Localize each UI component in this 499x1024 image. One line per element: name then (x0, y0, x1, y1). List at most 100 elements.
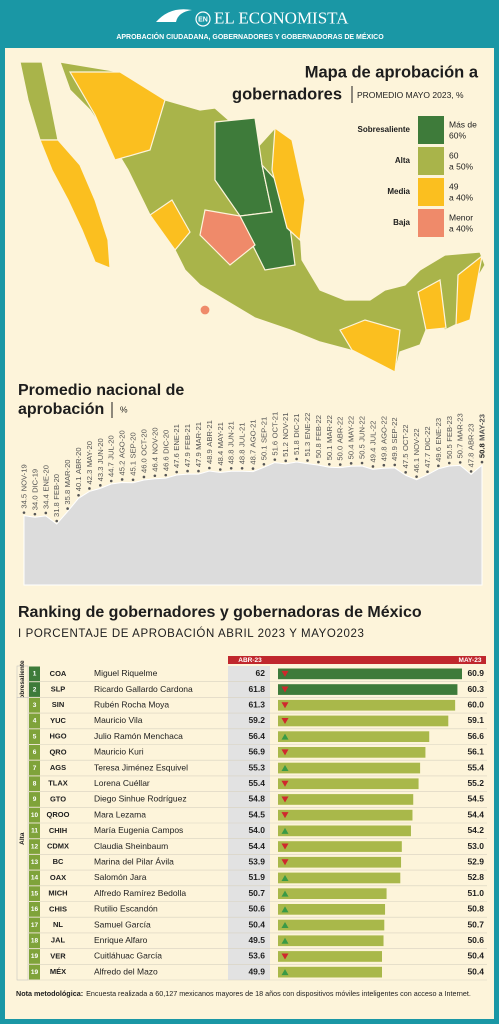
group-label: Sobresaliente (19, 660, 26, 703)
state: OAX (50, 873, 66, 882)
value-label: 47.6 (172, 453, 181, 468)
value-label: 46.6 (161, 456, 170, 471)
point-label: 47.8 ABR-23 (467, 424, 476, 468)
point-label: 49.9 SEP-22 (390, 417, 399, 460)
legend-swatch (418, 209, 444, 237)
value-label: 50.8 (314, 443, 323, 458)
map-region (199, 209, 256, 266)
state: CHIH (49, 826, 67, 835)
rank: 17 (31, 922, 39, 929)
rank-cell (29, 745, 40, 760)
legend-swatch (418, 147, 444, 175)
abr-value: 59.2 (248, 715, 265, 725)
change-arrow (281, 906, 289, 913)
x-label: MAR-22 (325, 415, 334, 443)
column-header: MAY-23 (459, 657, 482, 664)
point (186, 469, 189, 473)
point-label: 42.3 MAY-20 (85, 441, 94, 484)
value-label: 49.8 (379, 446, 388, 461)
point-label: 49.4 JUL-22 (368, 421, 377, 463)
x-label: OCT-20 (139, 429, 148, 456)
abr-value: 55.3 (248, 762, 265, 772)
rank: 19 (31, 969, 39, 976)
bar (278, 904, 386, 915)
rank-cell (29, 666, 40, 682)
point-label: 51.6 OCT-21 (270, 412, 279, 456)
value-label: 50.4 (347, 445, 356, 460)
point-label: 35.8 MAR-20 (63, 459, 72, 504)
value-label: 35.8 (63, 490, 72, 505)
abr-value: 56.9 (248, 747, 265, 757)
change-arrow (281, 859, 289, 866)
may-value: 56.6 (467, 731, 484, 741)
point-label: 31.8 FEB-20 (52, 474, 61, 517)
value-label: 51.6 (270, 441, 279, 456)
rank: 6 (33, 749, 37, 756)
may-value: 50.4 (467, 951, 484, 961)
x-label: AGO-22 (379, 416, 388, 444)
value-label: 50.8 (478, 443, 487, 458)
bar (278, 778, 419, 790)
rank: 9 (33, 796, 37, 803)
value-label: 31.8 (52, 502, 61, 517)
may-value: 60.0 (467, 700, 484, 710)
x-label: SEP-20 (129, 432, 138, 458)
state: VER (50, 951, 66, 960)
rank: 14 (31, 875, 39, 882)
governor: Miguel Riquelme (94, 668, 158, 678)
point-label: 47.9 MAR-21 (194, 422, 203, 467)
point-label: 50.8 FEB-22 (314, 415, 323, 458)
value-label: 46.0 (139, 458, 148, 473)
point-label: 49.6 ENE-23 (434, 418, 443, 462)
point-label: 49.8 AGO-22 (379, 416, 388, 461)
point (240, 467, 244, 470)
point (55, 519, 59, 523)
line-title: aprobación (18, 401, 104, 418)
x-label: MAY-23 (478, 414, 487, 441)
point (426, 470, 429, 474)
note: Nota metodológica: Encuesta realizada a 6… (16, 989, 471, 998)
governor: Ricardo Gallardo Cardona (94, 684, 193, 694)
x-label: NOV-19 (20, 464, 29, 491)
change-arrow (281, 843, 289, 850)
point (382, 463, 386, 467)
point-label: 51.2 NOV-21 (281, 413, 290, 457)
value-label: 47.5 (401, 454, 410, 469)
point (33, 512, 37, 516)
point (22, 511, 26, 514)
map-region (271, 126, 306, 242)
change-arrow (281, 953, 289, 960)
may-value: 51.0 (467, 888, 484, 898)
governor: Diego Sinhue Rodríguez (94, 794, 187, 804)
point (338, 463, 342, 466)
rank: 13 (31, 859, 39, 866)
change-arrow (281, 670, 289, 677)
value-label: 34.5 (20, 494, 29, 509)
rank: 5 (33, 733, 37, 740)
value-label: 50.1 (259, 445, 268, 460)
abr-value: 50.4 (248, 919, 265, 929)
x-label: ABR-22 (336, 417, 345, 444)
x-label: MAR-20 (63, 459, 72, 487)
ranking-title: Ranking de gobernadores y gobernadoras d… (18, 604, 422, 621)
governor: Teresa Jiménez Esquivel (94, 762, 188, 772)
change-arrow (281, 890, 289, 897)
value-label: 50.1 (325, 445, 334, 460)
rank-cell (29, 854, 40, 870)
point (273, 458, 277, 461)
point-label: 50.4 MAY-22 (347, 416, 356, 459)
point-label: 48.9 ABR-21 (205, 420, 214, 464)
rank-cell (29, 949, 40, 964)
value-label: 46.1 (412, 458, 421, 473)
value-label: 50.0 (336, 446, 345, 461)
state: AGS (50, 763, 66, 772)
governor: Salomón Jara (94, 872, 147, 882)
legend-label: Alta (395, 156, 411, 165)
point (404, 471, 407, 474)
map-title: gobernadores (232, 85, 342, 103)
rank-cell (29, 682, 40, 697)
rank: 19 (31, 953, 39, 960)
governor: María Eugenia Campos (94, 825, 183, 835)
legend-label: Baja (393, 218, 410, 227)
governor: Marina del Pilar Ávila (94, 857, 174, 867)
